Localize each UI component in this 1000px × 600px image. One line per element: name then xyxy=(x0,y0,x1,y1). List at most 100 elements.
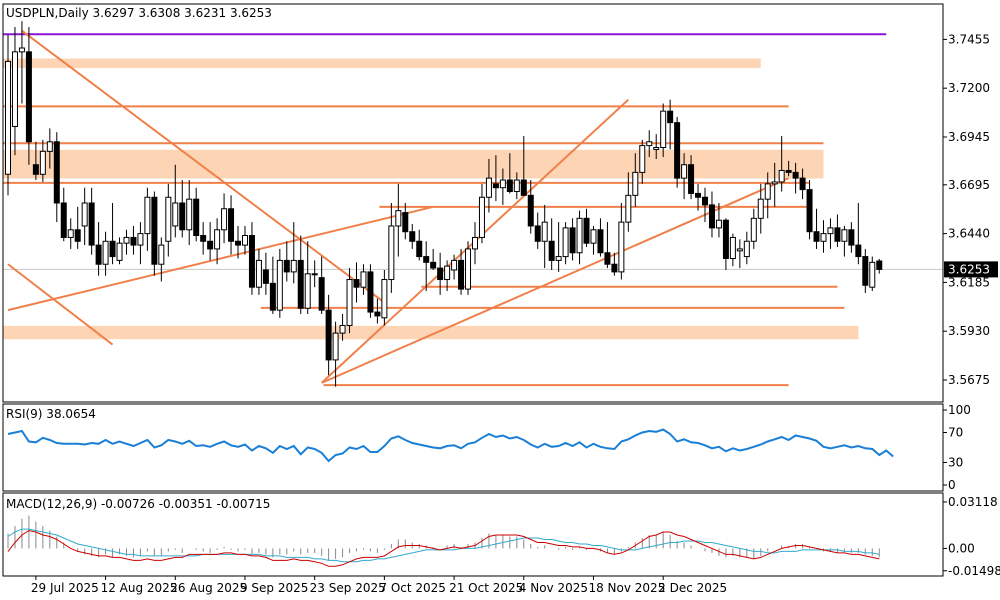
candle xyxy=(235,225,242,259)
candle-body xyxy=(569,227,576,254)
rsi-tick-label: 30 xyxy=(948,456,963,470)
candle-body xyxy=(702,196,708,206)
candle xyxy=(722,218,729,270)
candle-body xyxy=(360,271,367,288)
candle xyxy=(506,153,513,194)
candle xyxy=(269,256,276,314)
candle-body xyxy=(339,324,346,334)
candle xyxy=(513,172,520,200)
candle-body xyxy=(534,225,541,242)
date-tick-label: 23 Sep 2025 xyxy=(310,581,386,595)
candle-body xyxy=(576,217,583,254)
price-pane[interactable] xyxy=(3,21,943,387)
candle-body xyxy=(32,164,39,175)
macd-signal-line xyxy=(7,528,880,563)
candle xyxy=(520,136,527,196)
macd-tick-label: 0.00 xyxy=(948,541,975,555)
candle xyxy=(653,134,660,159)
candle-body xyxy=(416,240,423,258)
candle xyxy=(646,130,653,158)
candle xyxy=(381,269,388,326)
candle xyxy=(416,229,423,261)
candle xyxy=(444,260,451,292)
candle-body xyxy=(722,219,729,259)
candle xyxy=(471,222,478,265)
candle-body xyxy=(632,171,639,196)
candle xyxy=(262,252,269,295)
candle-body xyxy=(53,141,60,204)
price-tick-label: 3.5675 xyxy=(948,373,990,387)
candle-body xyxy=(527,194,534,227)
pane-border xyxy=(2,492,944,577)
candle xyxy=(5,34,11,196)
candle-body xyxy=(130,236,137,246)
candle-body xyxy=(478,196,485,238)
date-tick-label: 9 Sep 2025 xyxy=(240,581,308,595)
candle xyxy=(848,222,855,253)
pane-border xyxy=(2,403,944,492)
candle xyxy=(318,256,325,314)
candle xyxy=(200,222,207,255)
candle-body xyxy=(715,219,722,229)
candle-body xyxy=(681,164,688,179)
candle-body xyxy=(520,179,527,196)
candle xyxy=(785,160,792,177)
candle-body xyxy=(102,240,109,265)
candle-body xyxy=(862,256,869,286)
candle-body xyxy=(311,273,318,276)
candle-body xyxy=(388,225,395,281)
candle xyxy=(729,233,736,267)
candle-body xyxy=(541,221,548,242)
rsi-pane[interactable] xyxy=(7,428,894,463)
candle xyxy=(360,264,367,295)
date-tick-label: 21 Oct 2025 xyxy=(449,581,523,595)
candle-body xyxy=(74,229,81,242)
candle xyxy=(715,203,722,238)
candle xyxy=(799,168,806,200)
candle-body xyxy=(67,229,74,238)
last-price-tag xyxy=(944,261,998,278)
candle xyxy=(207,222,214,261)
candle-body xyxy=(186,198,193,231)
candle-body xyxy=(304,273,311,309)
candle-body xyxy=(228,208,235,242)
candle-body xyxy=(88,202,95,246)
candle-body xyxy=(611,263,618,273)
rsi-tick-label: 0 xyxy=(948,478,956,492)
candle xyxy=(179,180,186,238)
candle xyxy=(430,248,437,270)
candle-body xyxy=(144,196,151,235)
date-tick-label: 7 Oct 2025 xyxy=(379,581,446,595)
last-price-label: 3.6253 xyxy=(948,262,990,276)
candle-body xyxy=(492,183,499,189)
candle xyxy=(311,260,318,288)
candle xyxy=(255,248,262,295)
macd-pane[interactable] xyxy=(7,515,880,567)
candle-body xyxy=(771,181,778,185)
candle xyxy=(165,183,172,257)
candle xyxy=(688,155,695,200)
candle-body xyxy=(214,229,221,250)
candle-body xyxy=(869,261,876,288)
candle-body xyxy=(653,147,660,150)
candle-body xyxy=(423,256,430,263)
candle-body xyxy=(221,208,228,231)
candle xyxy=(876,258,883,274)
candle-body xyxy=(151,196,158,265)
rsi-tick-label: 100 xyxy=(948,403,971,417)
candle-body xyxy=(255,259,262,288)
candle xyxy=(841,225,848,257)
candle xyxy=(702,187,708,223)
candle xyxy=(95,222,102,276)
candle-body xyxy=(402,212,409,233)
candle-body xyxy=(81,202,88,227)
candle-body xyxy=(18,47,25,53)
candle-body xyxy=(248,235,255,288)
candle xyxy=(297,235,304,314)
candle-body xyxy=(688,164,695,194)
candle xyxy=(186,180,193,246)
candle xyxy=(590,225,597,255)
candle xyxy=(597,218,604,257)
candle xyxy=(499,168,506,205)
